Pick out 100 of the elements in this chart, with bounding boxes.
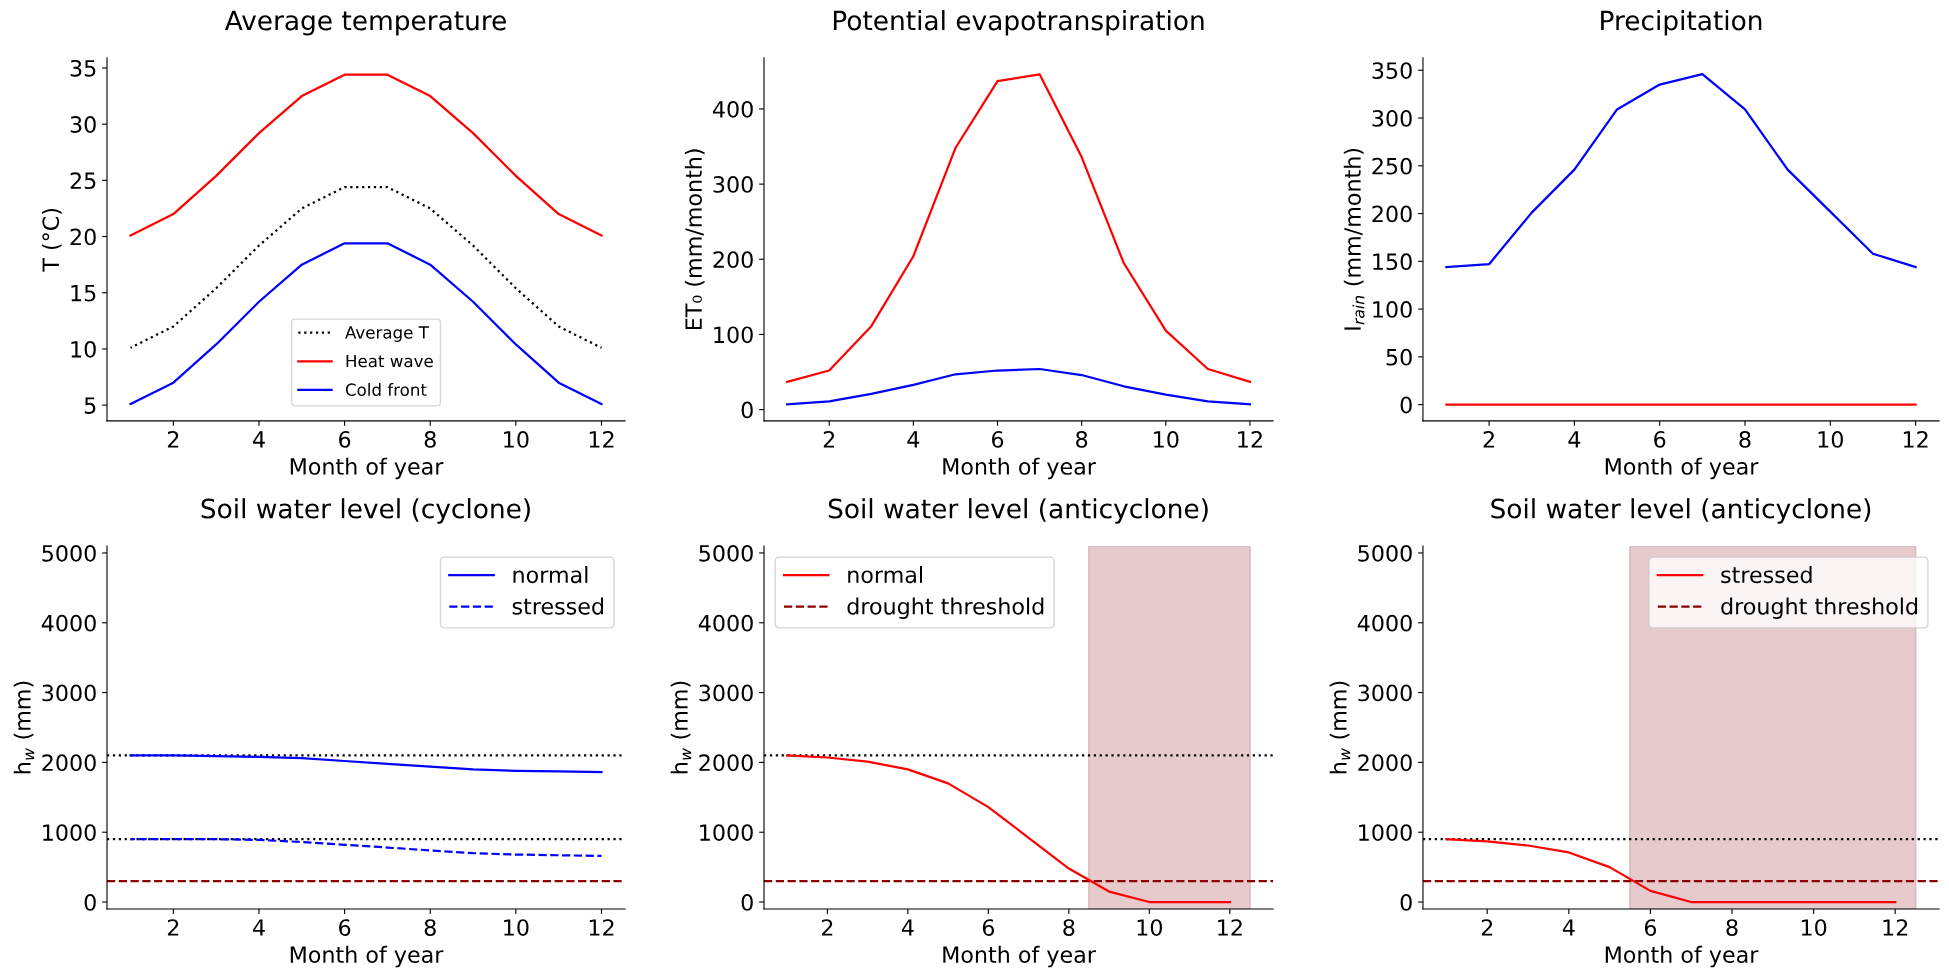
y-tick-label: 2000 [1358,754,1412,772]
y-tick-label: 3000 [699,684,753,702]
y-tick-label: 5000 [699,544,753,562]
y-tick-label: 0 [741,401,753,419]
x-tick-label: 6 [339,919,351,936]
x-axis-title: Month of year [943,945,1096,968]
x-tick-label: 4 [1562,919,1575,936]
x-tick-label: 10 [1137,919,1162,936]
x-tick-label: 6 [982,919,995,936]
line-series [786,367,1252,406]
x-tick-label: 8 [424,430,436,448]
y-tick-label: 4000 [698,614,753,632]
x-tick-label: 2 [167,430,179,448]
y-tick-label: 1000 [1359,824,1412,841]
y-tick-label: 300 [713,176,753,193]
y-tick-label: 2000 [699,754,753,772]
x-tick-label: 4 [907,431,920,448]
x-tick-label: 2 [1483,430,1494,448]
legend-label: Average T [345,326,429,342]
x-axis-title: Month of year [943,457,1096,480]
x-tick-label: 12 [1883,919,1908,936]
x-tick-label: 8 [1739,430,1751,448]
y-tick-label: 250 [1372,157,1412,175]
y-tick-label: 300 [1372,109,1412,127]
legend-label: normal [513,565,588,584]
line-series [129,754,603,774]
y-tick-label: 35 [70,59,96,77]
line-series [1445,72,1917,269]
y-tick-label: 400 [712,100,753,118]
y-tick-label: 200 [713,251,753,269]
x-tick-label: 10 [504,430,529,448]
line-series [786,73,1252,383]
legend-label: stressed [512,597,604,615]
x-tick-label: 6 [1654,430,1666,448]
y-tick-label: 0 [1400,893,1412,911]
x-axis-title: Month of year [1605,945,1759,968]
line-series [786,754,1231,904]
y-tick-label: 25 [70,172,96,190]
x-tick-label: 8 [1726,919,1738,936]
y-tick-label: 150 [1373,253,1412,271]
x-tick-label: 4 [253,431,265,448]
y-tick-label: 5000 [1358,544,1412,562]
chart-title: Soil water level (anticyclone) [1491,498,1871,524]
y-tick-label: 15 [71,284,96,302]
chart-title: Precipitation [1601,10,1762,36]
y-tick-label: 100 [1373,301,1412,318]
y-tick-label: 0 [741,893,753,911]
x-tick-label: 12 [589,430,614,448]
chart-title: Soil water level (cyclone) [201,498,530,524]
x-tick-label: 10 [1818,430,1843,448]
x-tick-label: 12 [589,919,614,936]
y-axis-title: h$_{w}$ (mm) [670,681,692,774]
chart-title: Soil water level (anticyclone) [828,498,1208,524]
y-axis-title: T (°C) [41,208,62,272]
y-axis-title: ET₀ (mm/month) [684,149,705,330]
x-axis-title: Month of year [290,457,444,480]
x-tick-label: 8 [1063,919,1075,936]
line-series [129,838,603,858]
x-axis-title: Month of year [1605,457,1759,480]
x-tick-label: 12 [1238,430,1262,448]
y-tick-label: 0 [1400,396,1412,414]
legend-label: normal [848,565,923,584]
x-tick-label: 12 [1218,919,1242,936]
y-axis-title: h$_{w}$ (mm) [1329,681,1351,774]
x-tick-label: 6 [339,430,351,448]
y-tick-label: 30 [70,116,96,133]
y-tick-label: 200 [1372,205,1412,223]
legend-label: drought threshold [847,597,1044,619]
legend-label: Cold front [345,383,427,396]
x-tick-label: 4 [1568,431,1581,448]
x-tick-label: 8 [424,919,436,936]
x-tick-label: 12 [1903,430,1928,448]
x-tick-label: 10 [1801,919,1827,936]
x-tick-label: 2 [1481,919,1493,936]
line-series [1445,838,1897,904]
y-axis-title: I$_{rain}$ (mm/month) [1343,148,1365,330]
line-series [129,185,603,349]
y-tick-label: 1000 [700,824,753,841]
y-tick-label: 5000 [42,544,96,562]
y-tick-label: 20 [70,228,96,246]
x-tick-label: 10 [504,919,529,936]
chart-title: Potential evapotranspiration [833,10,1204,36]
y-tick-label: 4000 [1357,614,1412,632]
x-tick-label: 6 [991,430,1004,448]
x-tick-label: 4 [253,919,265,936]
y-tick-label: 2000 [42,754,96,772]
x-tick-label: 6 [1644,919,1657,936]
x-tick-label: 10 [1154,430,1179,448]
y-tick-label: 3000 [42,684,96,702]
y-tick-label: 100 [714,326,753,344]
y-tick-label: 3000 [1358,684,1412,702]
legend-label: drought threshold [1721,597,1918,619]
x-tick-label: 2 [821,919,833,936]
x-tick-label: 2 [823,430,835,448]
x-tick-label: 8 [1076,430,1088,448]
y-tick-label: 350 [1372,62,1412,80]
line-series [129,242,603,406]
x-tick-label: 4 [901,919,914,936]
y-tick-label: 4000 [41,614,96,632]
legend-label: Heat wave [346,354,433,368]
